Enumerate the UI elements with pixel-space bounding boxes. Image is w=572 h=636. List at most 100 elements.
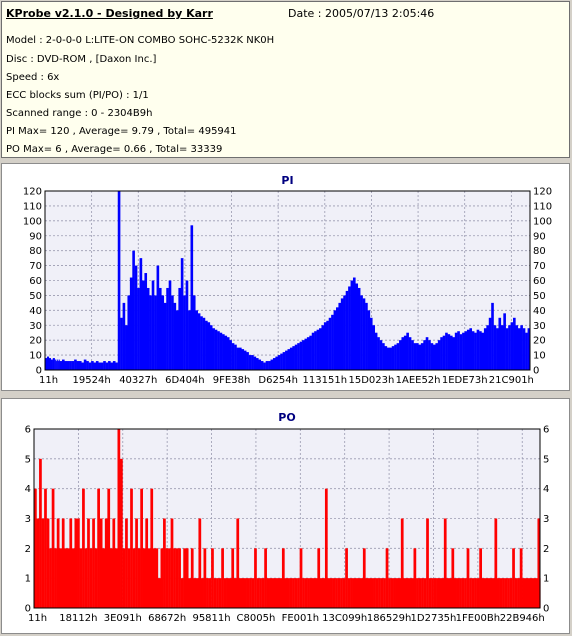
x-tick-label: 113151h <box>303 375 348 386</box>
x-tick-label: C8005h <box>237 613 276 624</box>
data-bar <box>517 328 521 370</box>
data-bar <box>178 287 182 370</box>
data-bar <box>95 361 99 370</box>
data-bar <box>311 332 315 370</box>
data-bar <box>496 578 500 608</box>
data-bar <box>508 325 511 370</box>
data-bar <box>370 578 374 608</box>
data-bar <box>413 548 417 608</box>
data-bar <box>416 578 419 608</box>
data-bar <box>122 548 126 608</box>
data-bar <box>89 548 93 608</box>
data-bar <box>299 548 303 608</box>
data-bar <box>456 578 460 608</box>
data-bar <box>464 578 467 608</box>
data-bar <box>326 320 329 370</box>
x-tick-label: 9FE38h <box>213 375 251 386</box>
data-bar <box>418 578 422 608</box>
info-panel: KProbe v2.1.0 - Designed by Karr Date : … <box>1 1 570 158</box>
y-tick-label-left: 3 <box>25 514 31 525</box>
data-bar <box>188 578 192 608</box>
data-bar <box>481 578 485 608</box>
data-bar <box>50 359 53 370</box>
data-bar <box>336 307 339 370</box>
x-tick-label: FE001h <box>282 613 320 624</box>
data-bar <box>297 343 300 370</box>
data-bar <box>527 328 531 370</box>
data-bar <box>494 518 498 608</box>
data-bar <box>445 332 448 370</box>
data-bar <box>114 548 118 608</box>
data-bar <box>76 361 80 370</box>
data-bar <box>263 362 266 370</box>
data-bar <box>93 362 97 370</box>
data-bar <box>466 329 470 370</box>
y-tick-label-left: 110 <box>23 201 42 212</box>
data-bar <box>183 295 186 370</box>
data-bar <box>332 578 336 608</box>
data-bar <box>393 578 396 608</box>
data-bar <box>289 347 293 371</box>
data-bar <box>519 548 523 608</box>
data-bar <box>504 578 508 608</box>
data-bar <box>200 316 203 370</box>
data-bar <box>338 302 342 371</box>
data-bar <box>435 343 439 370</box>
data-bar <box>281 548 285 608</box>
data-bar <box>493 325 497 370</box>
y-tick-label-right: 0 <box>543 604 549 615</box>
data-bar <box>197 313 201 370</box>
data-bar <box>469 328 473 370</box>
data-bar <box>94 548 98 608</box>
x-tick-label: 186529h <box>367 613 412 624</box>
data-bar <box>289 578 293 608</box>
data-bar <box>331 314 334 370</box>
data-bar <box>84 548 88 608</box>
data-bar <box>442 335 446 370</box>
data-bar <box>271 578 275 608</box>
data-bar <box>255 358 259 370</box>
data-bar <box>86 361 89 370</box>
data-bar <box>156 265 160 370</box>
data-bar <box>152 548 156 608</box>
data-bar <box>190 548 194 608</box>
data-bar <box>385 548 389 608</box>
data-bar <box>71 548 75 608</box>
data-bar <box>294 578 298 608</box>
data-bar <box>207 322 211 370</box>
data-bar <box>59 548 63 608</box>
data-bar <box>421 578 424 608</box>
y-tick-label-left: 10 <box>29 351 42 362</box>
data-bar <box>193 578 197 608</box>
data-bar <box>357 578 361 608</box>
data-bar <box>185 280 189 370</box>
data-bar <box>398 578 402 608</box>
data-bar <box>416 343 419 370</box>
data-bar <box>110 362 114 370</box>
data-bar <box>365 302 368 371</box>
data-bar <box>510 322 514 370</box>
y-tick-label-right: 70 <box>533 261 546 272</box>
data-bar <box>319 578 323 608</box>
data-bar <box>195 310 198 370</box>
data-bar <box>258 359 262 370</box>
data-bar <box>64 548 68 608</box>
data-bar <box>406 332 409 370</box>
y-tick-label-left: 30 <box>29 321 42 332</box>
model-line: Model : 2-0-0-0 L:LITE-ON COMBO SOHC-523… <box>6 35 275 46</box>
data-bar <box>350 578 353 608</box>
data-bar <box>130 488 133 608</box>
data-bar <box>264 548 267 608</box>
y-tick-label-right: 60 <box>533 276 546 287</box>
data-bar <box>471 578 475 608</box>
data-bar <box>238 578 242 608</box>
data-bar <box>98 362 101 370</box>
data-bar <box>342 578 346 608</box>
pi-chart-panel: PI 0 0 10 10 20 20 30 30 40 40 50 50 60 60 70 70 80 80 90 90… <box>1 163 570 391</box>
data-bar <box>481 332 485 370</box>
data-bar <box>403 578 407 608</box>
data-bar <box>74 518 78 608</box>
data-bar <box>486 325 489 370</box>
data-bar <box>408 578 412 608</box>
data-bar <box>483 328 487 370</box>
